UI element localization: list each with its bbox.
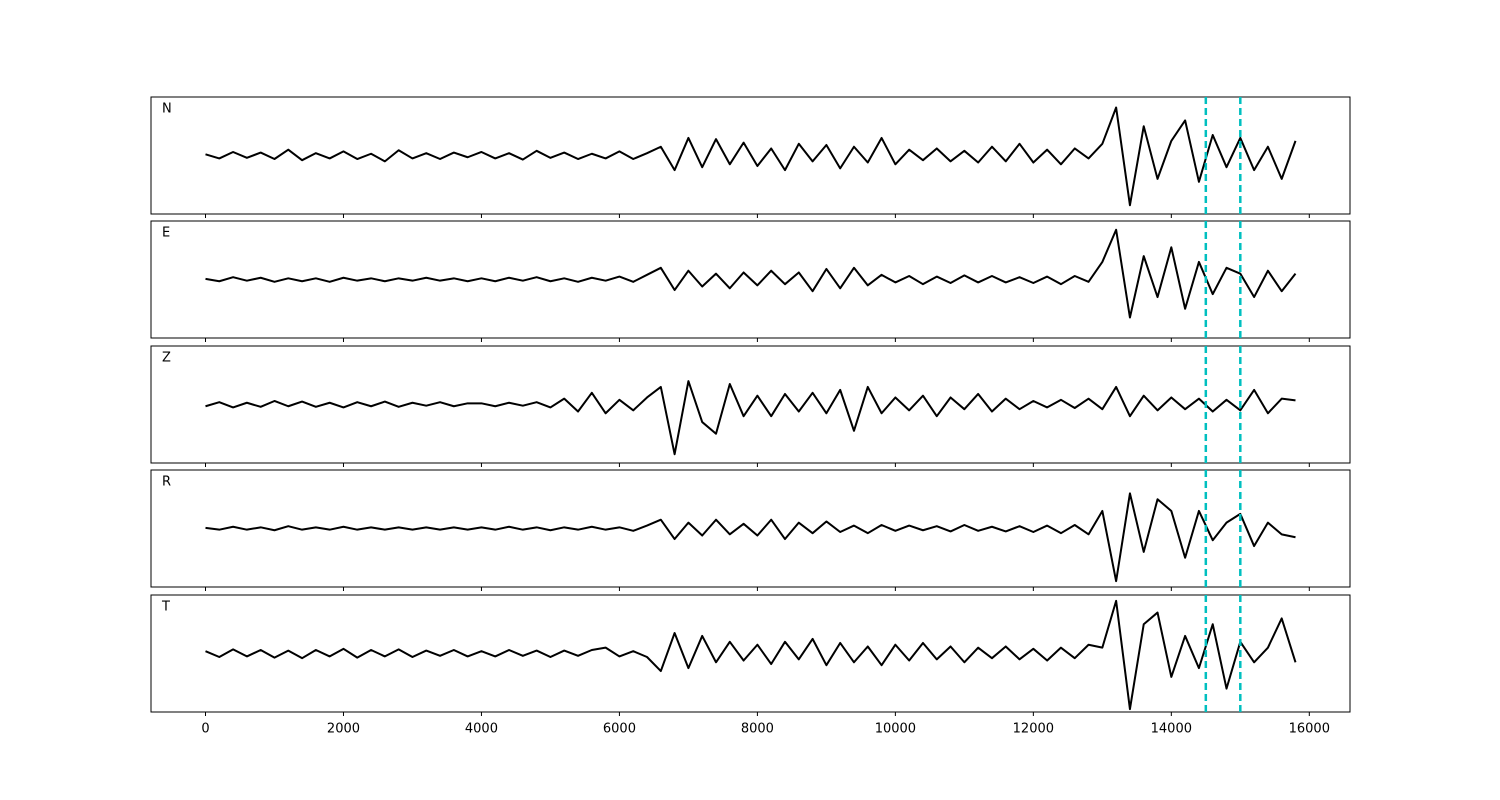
trace: [205, 106, 1297, 207]
x-tick-label: 16000: [1289, 722, 1330, 737]
panel-label: N: [162, 102, 172, 117]
x-tick-label: 2000: [327, 722, 360, 737]
panel-frame: [150, 469, 1351, 588]
trace: [205, 599, 1297, 711]
panel-frame: [150, 220, 1351, 339]
trace: [205, 380, 1296, 456]
x-tick-label: 4000: [465, 722, 498, 737]
trace: [205, 228, 1297, 319]
panel-label: Z: [162, 351, 171, 366]
x-tick-label: 14000: [1151, 722, 1192, 737]
x-tick-label: 8000: [741, 722, 774, 737]
panel-frame: [150, 345, 1351, 464]
panel-label: T: [161, 600, 170, 615]
trace: [205, 492, 1296, 583]
panel-frame: [150, 96, 1351, 215]
x-tick-label: 6000: [603, 722, 636, 737]
panel-label: R: [162, 475, 171, 490]
panel-label: E: [162, 226, 170, 241]
x-tick-label: 12000: [1013, 722, 1054, 737]
x-tick-label: 10000: [875, 722, 916, 737]
panel-frame: [150, 594, 1351, 713]
x-tick-label: 0: [201, 722, 209, 737]
